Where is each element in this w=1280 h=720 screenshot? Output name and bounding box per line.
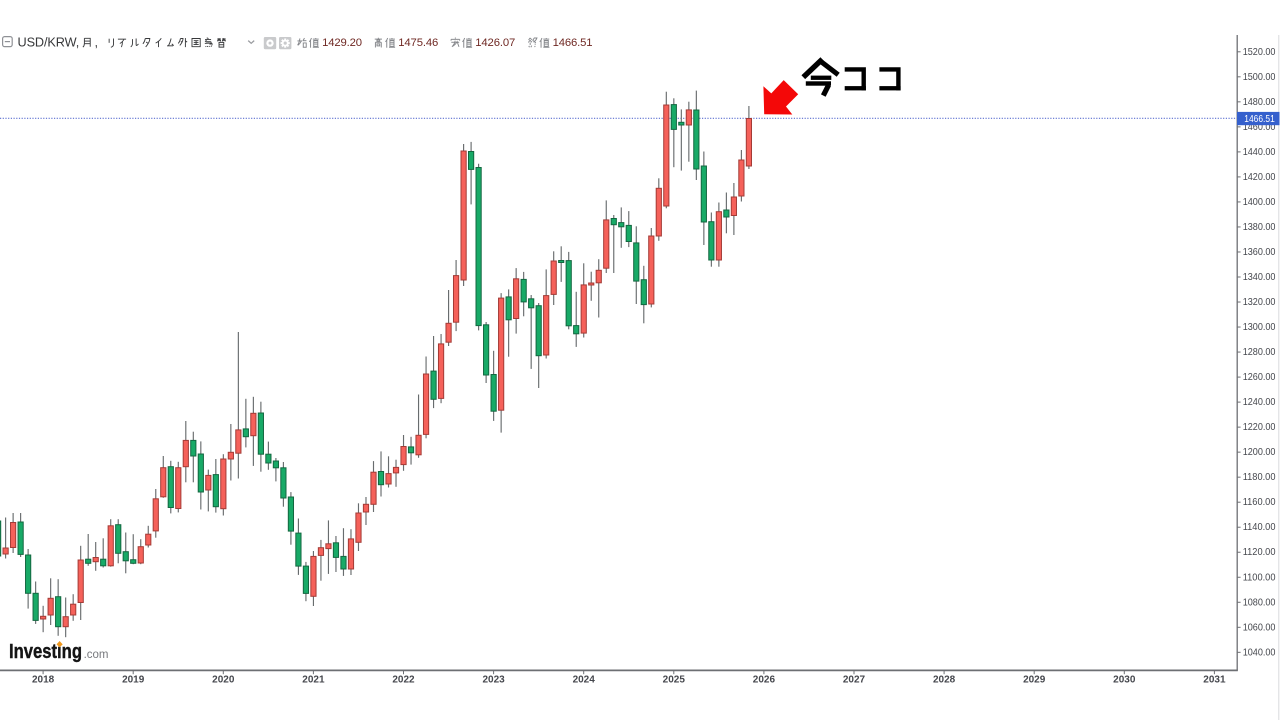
svg-text:2018: 2018 (32, 674, 55, 685)
svg-text:2024: 2024 (573, 674, 596, 685)
svg-text:1080.00: 1080.00 (1243, 596, 1276, 608)
svg-text:Investıng: Investıng (9, 641, 82, 663)
svg-text:1380.00: 1380.00 (1243, 221, 1276, 233)
svg-text:1060.00: 1060.00 (1243, 621, 1276, 633)
svg-text:1466.51: 1466.51 (553, 37, 593, 49)
svg-text:1420.00: 1420.00 (1243, 171, 1276, 183)
svg-text:1500.00: 1500.00 (1243, 71, 1276, 83)
svg-text:1260.00: 1260.00 (1243, 371, 1276, 383)
svg-text:1360.00: 1360.00 (1243, 246, 1276, 258)
svg-text:1280.00: 1280.00 (1243, 346, 1276, 358)
svg-text:1180.00: 1180.00 (1243, 471, 1276, 483)
svg-text:1100.00: 1100.00 (1243, 571, 1276, 583)
svg-text:1120.00: 1120.00 (1243, 546, 1276, 558)
svg-text:1475.46: 1475.46 (398, 37, 438, 49)
svg-text:1340.00: 1340.00 (1243, 271, 1276, 283)
svg-text:1040.00: 1040.00 (1243, 646, 1276, 658)
svg-text:1160.00: 1160.00 (1243, 496, 1276, 508)
svg-text:2025: 2025 (663, 674, 686, 685)
svg-text:1140.00: 1140.00 (1243, 521, 1276, 533)
svg-text:2029: 2029 (1023, 674, 1046, 685)
svg-text:1466.51: 1466.51 (1244, 113, 1275, 125)
svg-text:1200.00: 1200.00 (1243, 446, 1276, 458)
svg-text:.com: .com (84, 649, 109, 661)
svg-text:2020: 2020 (212, 674, 235, 685)
svg-text:1440.00: 1440.00 (1243, 146, 1276, 158)
svg-text:1429.20: 1429.20 (322, 37, 362, 49)
svg-text:2030: 2030 (1113, 674, 1136, 685)
svg-text:2028: 2028 (933, 674, 956, 685)
svg-text:1520.00: 1520.00 (1243, 46, 1276, 58)
svg-text:2022: 2022 (392, 674, 415, 685)
svg-text:USD/KRW,: USD/KRW, (18, 36, 80, 50)
svg-text:1300.00: 1300.00 (1243, 321, 1276, 333)
svg-text:1400.00: 1400.00 (1243, 196, 1276, 208)
svg-text:1220.00: 1220.00 (1243, 421, 1276, 433)
svg-text:1320.00: 1320.00 (1243, 296, 1276, 308)
svg-text:2031: 2031 (1203, 674, 1226, 685)
svg-text:1460.00: 1460.00 (1243, 121, 1276, 133)
svg-text:2019: 2019 (122, 674, 145, 685)
svg-text:,: , (95, 36, 99, 50)
svg-text:2026: 2026 (753, 674, 776, 685)
svg-text:1240.00: 1240.00 (1243, 396, 1276, 408)
svg-text:1480.00: 1480.00 (1243, 96, 1276, 108)
svg-text:2021: 2021 (302, 674, 325, 685)
svg-text:1426.07: 1426.07 (475, 37, 515, 49)
svg-text:2027: 2027 (843, 674, 866, 685)
svg-text:2023: 2023 (482, 674, 505, 685)
